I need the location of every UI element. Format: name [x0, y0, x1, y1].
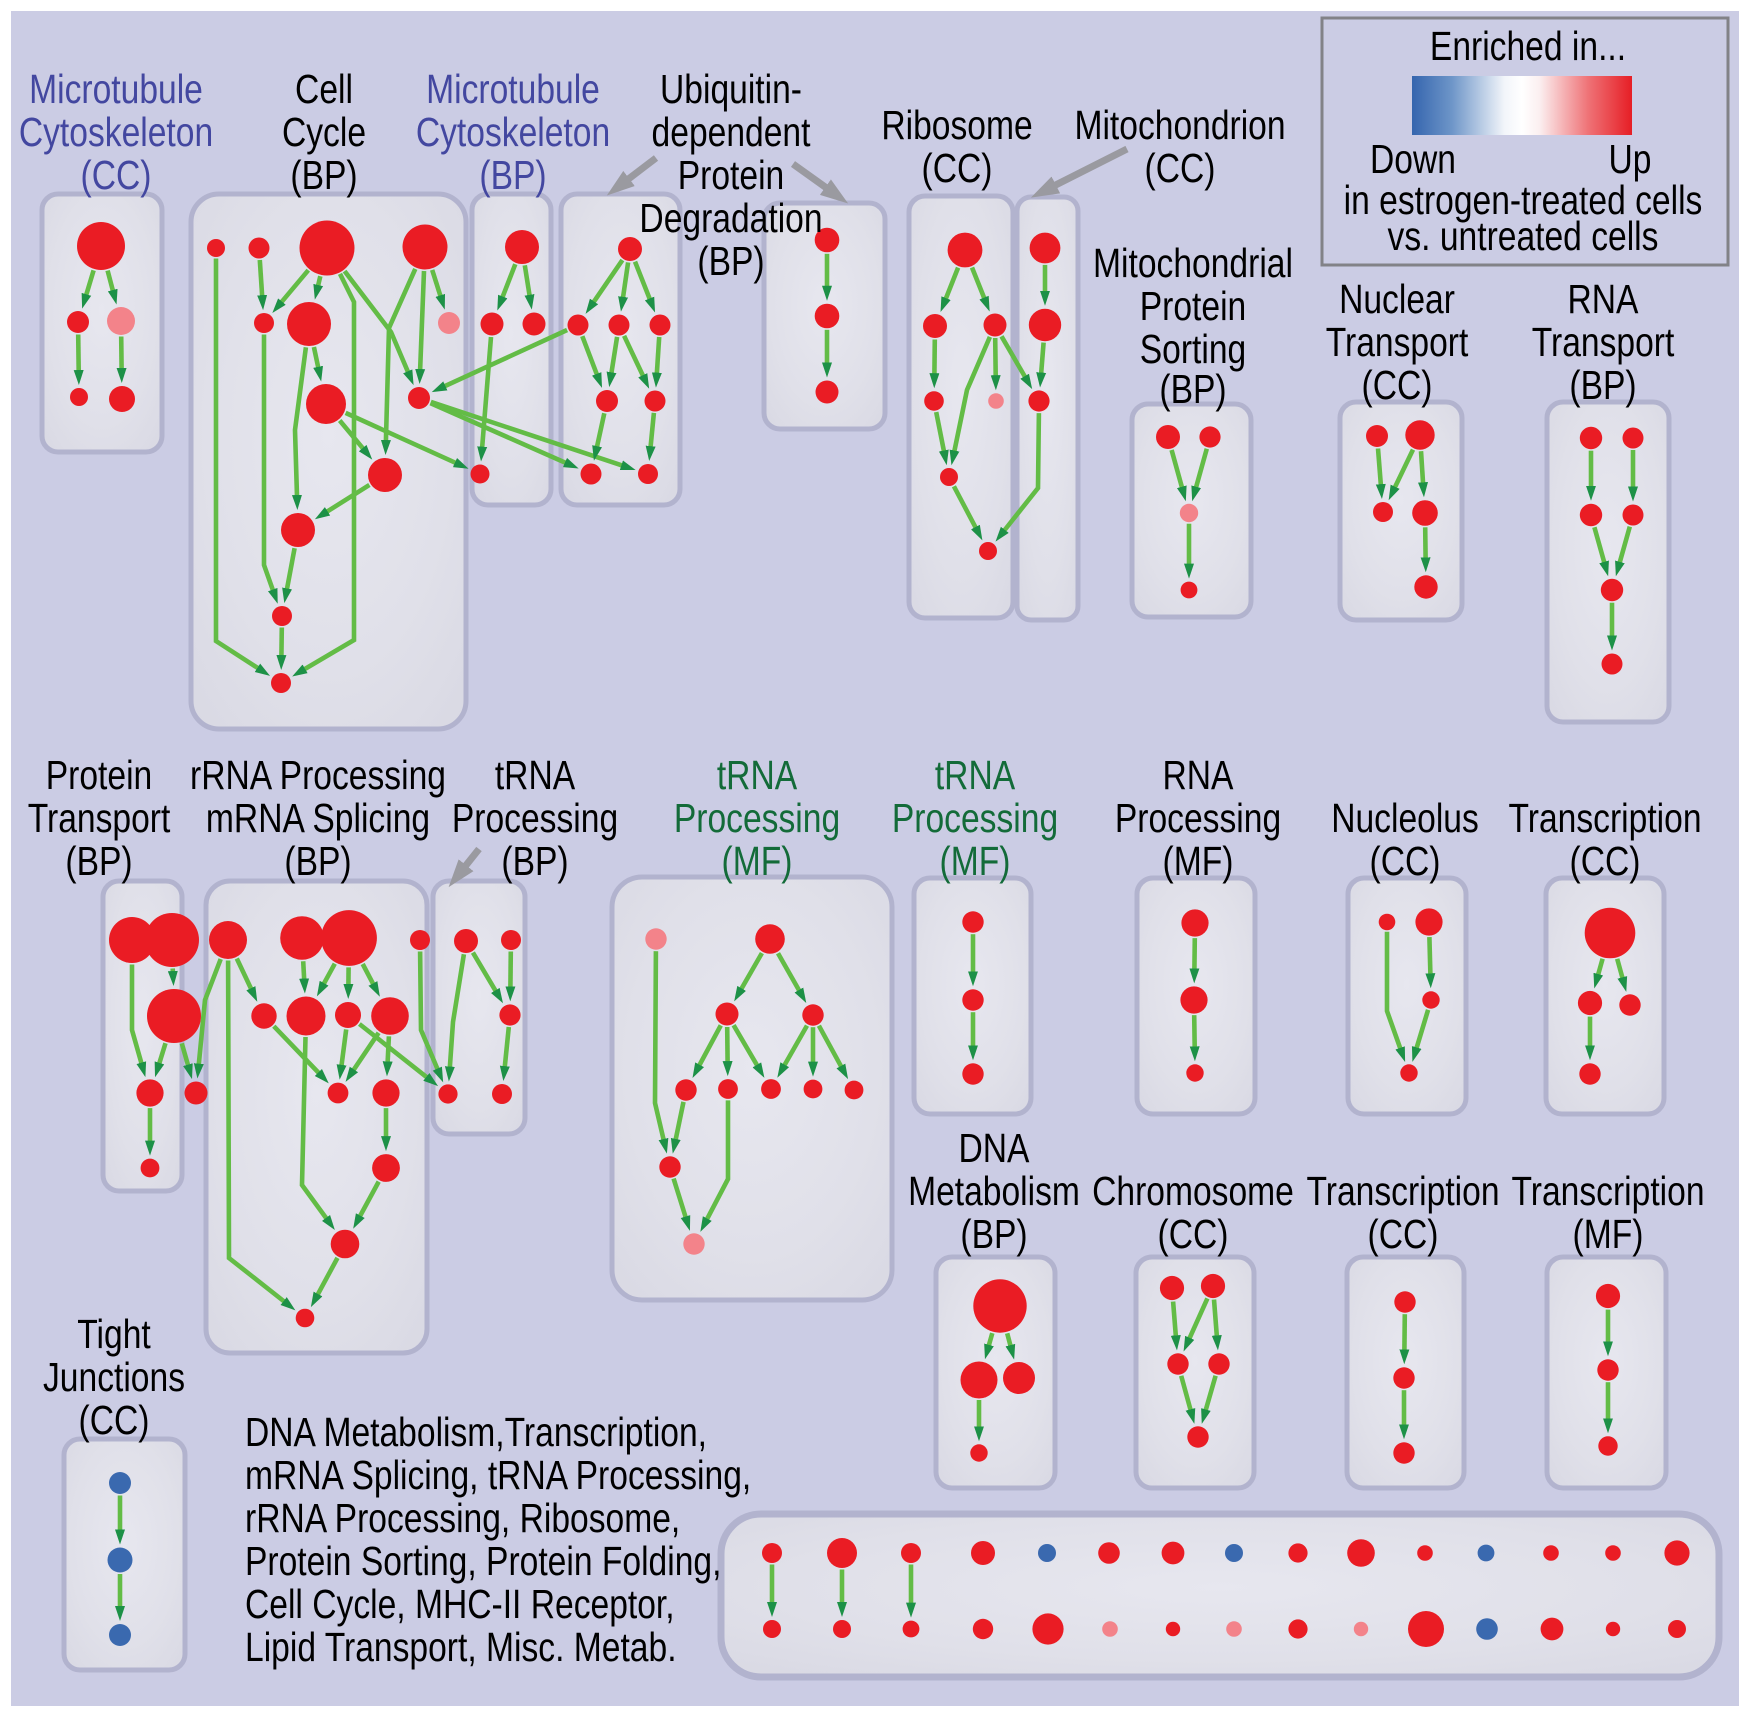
- svg-text:Transport: Transport: [28, 795, 171, 841]
- svg-text:Protein: Protein: [1140, 283, 1247, 329]
- svg-text:(BP): (BP): [1159, 366, 1226, 412]
- svg-text:tRNA: tRNA: [717, 752, 797, 798]
- svg-text:Transcription: Transcription: [1508, 795, 1701, 841]
- svg-text:(CC): (CC): [922, 145, 993, 191]
- svg-text:rRNA Processing, Ribosome,: rRNA Processing, Ribosome,: [245, 1495, 680, 1541]
- svg-text:tRNA: tRNA: [495, 752, 575, 798]
- svg-text:Chromosome: Chromosome: [1092, 1168, 1294, 1214]
- svg-text:(CC): (CC): [1370, 838, 1441, 884]
- svg-text:tRNA: tRNA: [935, 752, 1015, 798]
- svg-text:Protein Sorting, Protein Foldi: Protein Sorting, Protein Folding,: [245, 1538, 721, 1584]
- svg-text:mRNA Splicing: mRNA Splicing: [206, 795, 430, 841]
- svg-text:Transcription: Transcription: [1306, 1168, 1499, 1214]
- svg-text:Transcription: Transcription: [1511, 1168, 1704, 1214]
- svg-text:(BP): (BP): [697, 238, 764, 284]
- svg-text:DNA Metabolism,Transcription,: DNA Metabolism,Transcription,: [245, 1409, 707, 1455]
- svg-text:DNA: DNA: [959, 1125, 1030, 1171]
- svg-text:vs. untreated cells: vs. untreated cells: [1388, 213, 1659, 259]
- svg-text:Lipid Transport, Misc. Metab.: Lipid Transport, Misc. Metab.: [245, 1624, 677, 1670]
- svg-text:(BP): (BP): [960, 1211, 1027, 1257]
- svg-text:Down: Down: [1370, 136, 1456, 182]
- svg-text:Microtubule: Microtubule: [29, 66, 203, 112]
- svg-text:(CC): (CC): [1158, 1211, 1229, 1257]
- svg-text:Protein: Protein: [678, 152, 785, 198]
- svg-text:rRNA Processing: rRNA Processing: [190, 752, 446, 798]
- svg-text:Processing: Processing: [892, 795, 1058, 841]
- svg-text:Processing: Processing: [674, 795, 840, 841]
- svg-text:Processing: Processing: [1115, 795, 1281, 841]
- svg-text:(BP): (BP): [501, 838, 568, 884]
- svg-text:(BP): (BP): [1569, 362, 1636, 408]
- svg-text:(CC): (CC): [1570, 838, 1641, 884]
- svg-text:Enriched in...: Enriched in...: [1430, 23, 1626, 69]
- svg-text:(BP): (BP): [65, 838, 132, 884]
- svg-text:(CC): (CC): [1145, 145, 1216, 191]
- svg-text:mRNA Splicing, tRNA Processing: mRNA Splicing, tRNA Processing,: [245, 1452, 751, 1498]
- svg-text:Metabolism: Metabolism: [908, 1168, 1080, 1214]
- svg-text:(CC): (CC): [79, 1397, 150, 1443]
- svg-text:RNA: RNA: [1163, 752, 1234, 798]
- svg-text:Cell Cycle, MHC-II Receptor,: Cell Cycle, MHC-II Receptor,: [245, 1581, 675, 1627]
- svg-text:(MF): (MF): [940, 838, 1011, 884]
- svg-text:(CC): (CC): [1368, 1211, 1439, 1257]
- svg-text:Sorting: Sorting: [1140, 326, 1247, 372]
- svg-text:in estrogen-treated cells: in estrogen-treated cells: [1344, 177, 1703, 223]
- svg-text:Transport: Transport: [1532, 319, 1675, 365]
- svg-text:Mitochondrion: Mitochondrion: [1074, 102, 1285, 148]
- svg-text:Ribosome: Ribosome: [881, 102, 1032, 148]
- svg-text:Junctions: Junctions: [43, 1354, 185, 1400]
- svg-text:dependent: dependent: [652, 109, 811, 155]
- svg-text:Cytoskeleton: Cytoskeleton: [19, 109, 213, 155]
- svg-text:(MF): (MF): [1163, 838, 1234, 884]
- svg-text:Nuclear: Nuclear: [1339, 276, 1455, 322]
- svg-text:Degradation: Degradation: [639, 195, 822, 241]
- svg-text:Nucleolus: Nucleolus: [1331, 795, 1479, 841]
- svg-text:(BP): (BP): [284, 838, 351, 884]
- svg-text:(BP): (BP): [290, 152, 357, 198]
- svg-text:RNA: RNA: [1568, 276, 1639, 322]
- svg-text:Ubiquitin-: Ubiquitin-: [660, 66, 802, 112]
- svg-text:Up: Up: [1609, 136, 1652, 182]
- svg-text:Cycle: Cycle: [282, 109, 366, 155]
- svg-text:(MF): (MF): [722, 838, 793, 884]
- svg-text:(CC): (CC): [1362, 362, 1433, 408]
- svg-text:Transport: Transport: [1326, 319, 1469, 365]
- svg-text:Microtubule: Microtubule: [426, 66, 600, 112]
- svg-text:Cytoskeleton: Cytoskeleton: [416, 109, 610, 155]
- svg-text:Protein: Protein: [46, 752, 153, 798]
- svg-text:Cell: Cell: [295, 66, 353, 112]
- svg-text:Tight: Tight: [77, 1311, 151, 1357]
- svg-text:(MF): (MF): [1573, 1211, 1644, 1257]
- svg-text:Processing: Processing: [452, 795, 618, 841]
- svg-text:Mitochondrial: Mitochondrial: [1093, 240, 1293, 286]
- svg-text:(BP): (BP): [479, 152, 546, 198]
- svg-text:(CC): (CC): [81, 152, 152, 198]
